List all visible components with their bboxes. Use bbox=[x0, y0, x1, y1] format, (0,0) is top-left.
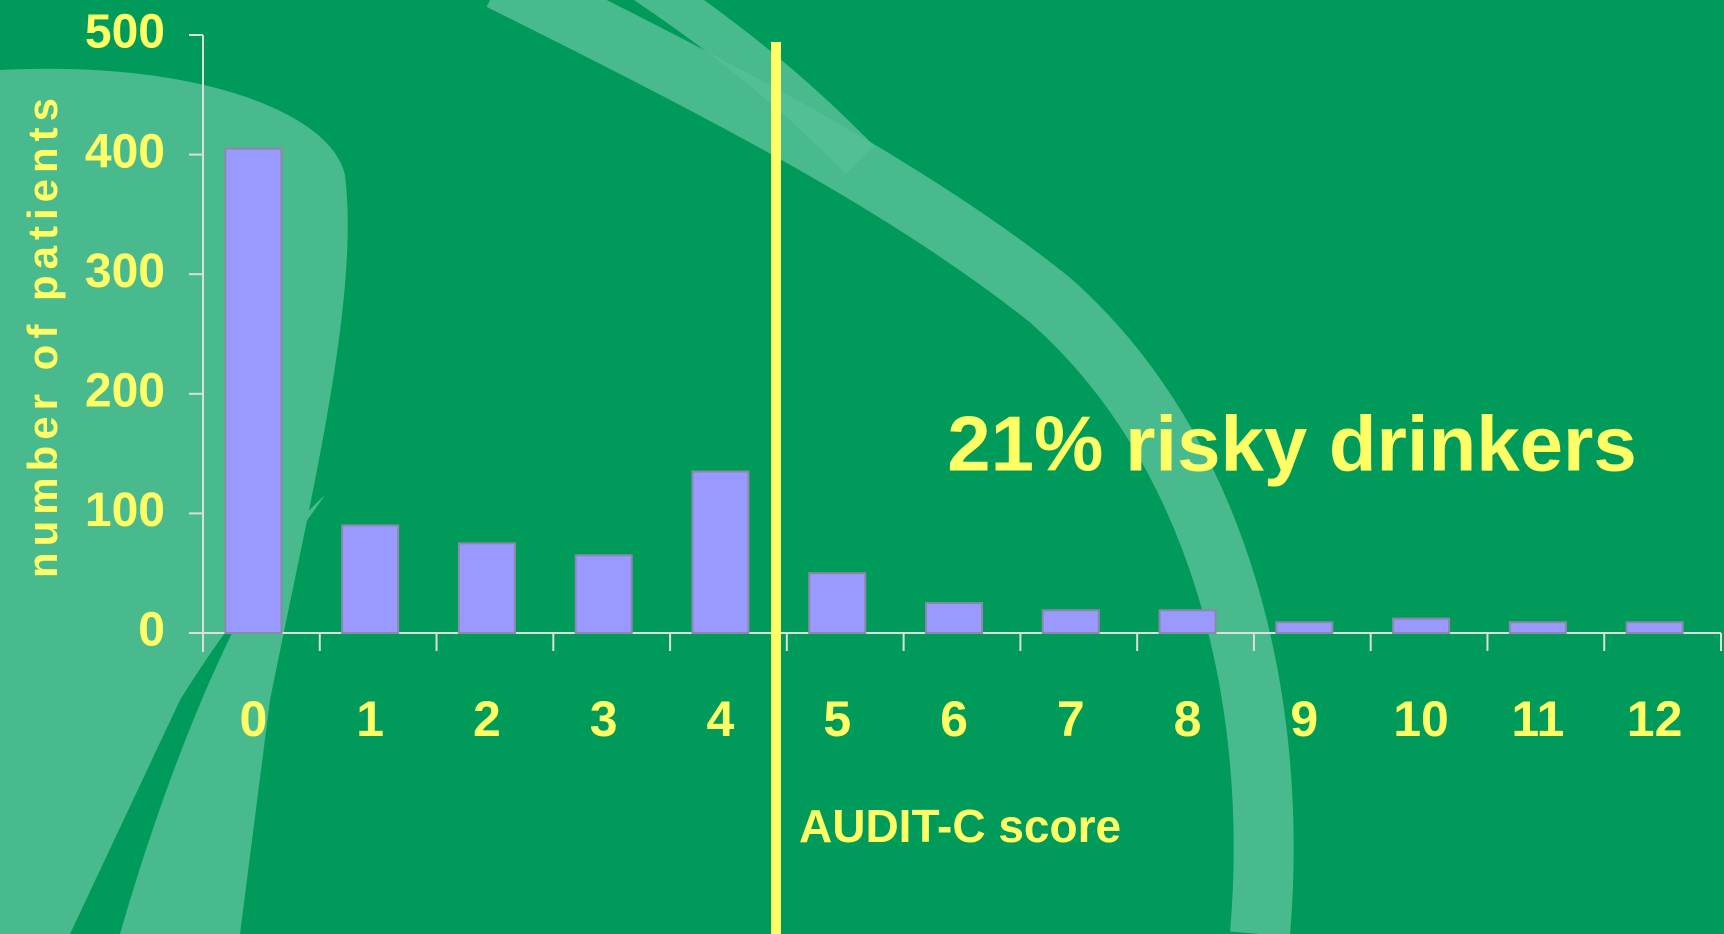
x-tick-label: 0 bbox=[239, 691, 267, 747]
y-tick-label: 0 bbox=[138, 604, 165, 657]
bar bbox=[1392, 617, 1451, 635]
x-tick-label: 4 bbox=[707, 691, 735, 747]
x-tick-label: 12 bbox=[1627, 691, 1683, 747]
y-tick-label: 400 bbox=[85, 125, 165, 178]
x-tick-label: 9 bbox=[1290, 691, 1318, 747]
x-tick-label: 5 bbox=[823, 691, 851, 747]
y-tick-label: 300 bbox=[85, 245, 165, 298]
bar bbox=[341, 524, 400, 634]
x-axis-label: AUDIT-C score bbox=[799, 800, 1121, 852]
y-tick-label: 500 bbox=[85, 6, 165, 59]
y-tick-label: 100 bbox=[85, 484, 165, 537]
bar bbox=[691, 470, 750, 635]
x-tick-label: 7 bbox=[1057, 691, 1085, 747]
bar bbox=[457, 542, 516, 634]
bar bbox=[1158, 609, 1217, 635]
bar bbox=[224, 147, 283, 634]
bar bbox=[1625, 621, 1684, 635]
x-tick-label: 6 bbox=[940, 691, 968, 747]
bar bbox=[808, 572, 867, 635]
x-tick-label: 1 bbox=[356, 691, 384, 747]
x-tick-label: 3 bbox=[590, 691, 618, 747]
bar bbox=[574, 554, 633, 635]
x-tick-label: 8 bbox=[1174, 691, 1202, 747]
bar bbox=[924, 602, 984, 634]
x-tick-label: 11 bbox=[1511, 691, 1564, 747]
bar bbox=[1275, 621, 1334, 635]
bar bbox=[1508, 621, 1567, 635]
x-tick-label: 2 bbox=[473, 691, 501, 747]
y-tick-label: 200 bbox=[85, 364, 165, 417]
bar bbox=[1041, 609, 1100, 635]
annotation: 21% risky drinkers bbox=[947, 400, 1636, 488]
x-tick-label: 10 bbox=[1393, 691, 1449, 747]
y-axis-label: number of patients bbox=[19, 92, 66, 578]
